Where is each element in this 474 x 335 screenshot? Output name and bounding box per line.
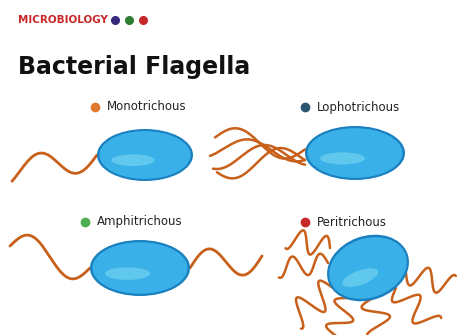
Ellipse shape (111, 154, 155, 166)
Ellipse shape (342, 268, 378, 287)
Ellipse shape (320, 152, 365, 164)
Text: Peritrichous: Peritrichous (317, 215, 387, 228)
Ellipse shape (105, 267, 150, 280)
Ellipse shape (305, 126, 405, 180)
Ellipse shape (329, 237, 407, 299)
Text: Bacterial Flagella: Bacterial Flagella (18, 55, 250, 79)
Ellipse shape (327, 235, 409, 301)
Text: Monotrichous: Monotrichous (107, 100, 187, 114)
Text: Lophotrichous: Lophotrichous (317, 100, 400, 114)
Text: Amphitrichous: Amphitrichous (97, 215, 182, 228)
Text: MICROBIOLOGY: MICROBIOLOGY (18, 15, 108, 25)
Ellipse shape (100, 131, 191, 179)
Ellipse shape (308, 128, 402, 178)
Ellipse shape (92, 242, 188, 294)
Ellipse shape (90, 240, 190, 296)
Ellipse shape (97, 129, 193, 181)
